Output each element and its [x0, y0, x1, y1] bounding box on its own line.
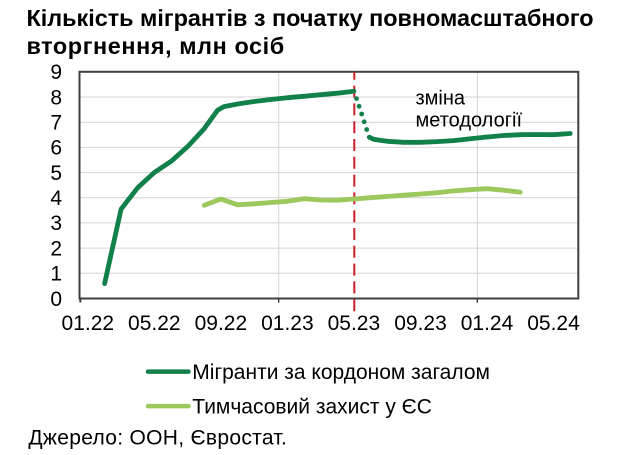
svg-text:5: 5 — [50, 162, 62, 185]
svg-text:Мігранти за кордоном загалом: Мігранти за кордоном загалом — [192, 361, 490, 384]
svg-text:0: 0 — [50, 288, 62, 311]
svg-text:01.24: 01.24 — [461, 312, 514, 335]
svg-text:09.23: 09.23 — [394, 312, 447, 335]
svg-text:1: 1 — [50, 263, 62, 286]
svg-text:4: 4 — [50, 187, 62, 210]
svg-text:05.23: 05.23 — [328, 312, 381, 335]
svg-text:Джерело: ООН, Євростат.: Джерело: ООН, Євростат. — [28, 426, 287, 449]
svg-text:Тимчасовий захист у ЄС: Тимчасовий захист у ЄС — [192, 396, 432, 419]
svg-text:9: 9 — [50, 61, 62, 84]
svg-text:8: 8 — [50, 86, 62, 109]
svg-text:3: 3 — [50, 212, 62, 235]
svg-text:2: 2 — [50, 237, 62, 260]
svg-text:зміна: зміна — [416, 88, 466, 110]
svg-text:вторгнення, млн осіб: вторгнення, млн осіб — [27, 33, 285, 59]
svg-text:01.22: 01.22 — [62, 312, 115, 335]
svg-text:09.22: 09.22 — [195, 312, 248, 335]
svg-text:7: 7 — [50, 112, 62, 135]
svg-text:методології: методології — [416, 110, 523, 132]
svg-text:05.22: 05.22 — [128, 312, 181, 335]
svg-text:6: 6 — [50, 137, 62, 160]
svg-text:01.23: 01.23 — [261, 312, 314, 335]
svg-text:Кількість мігрантів з початку: Кількість мігрантів з початку повномасшт… — [27, 5, 594, 31]
svg-text:05.24: 05.24 — [527, 312, 580, 335]
